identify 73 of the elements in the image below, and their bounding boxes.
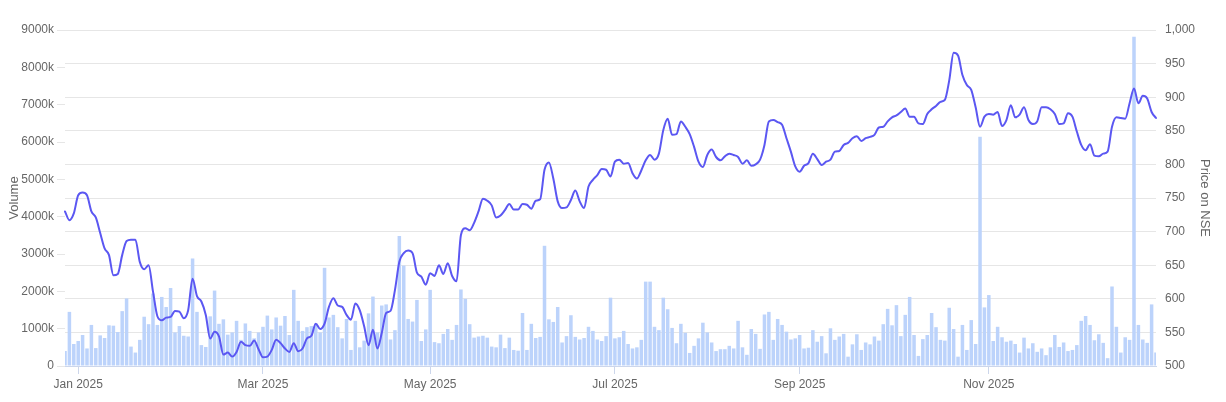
y2-axis-title: Price on NSE [1197, 158, 1213, 238]
y2-tick-label: 500 [1165, 358, 1186, 373]
bar [428, 289, 432, 366]
bar [1022, 337, 1026, 366]
x-tick-label: May 2025 [403, 376, 457, 391]
y2-tick-label: 950 [1165, 55, 1186, 70]
bar [1039, 348, 1044, 366]
y-tick-label: 9000k [21, 22, 55, 37]
y-tick-label: 7000k [21, 96, 55, 111]
bar [978, 136, 982, 366]
y2-tick-label: 800 [1165, 156, 1186, 171]
bar [1031, 343, 1035, 366]
bar [1123, 337, 1127, 366]
bar [701, 322, 705, 366]
bar [648, 281, 652, 366]
bar [1110, 286, 1114, 366]
bar [736, 320, 740, 366]
y-tick-label: 5000k [21, 171, 55, 186]
bar [459, 289, 463, 366]
bar [591, 330, 595, 366]
bar [811, 330, 815, 366]
y2-tick-label: 650 [1165, 257, 1186, 272]
bar [98, 335, 102, 366]
y-tick-label: 4000k [21, 208, 55, 223]
bar [1009, 340, 1013, 366]
x-tick-label: Nov 2025 [963, 376, 1015, 391]
bar [1132, 36, 1136, 366]
x-tick-label: Mar 2025 [237, 376, 289, 391]
y2-tick-label: 750 [1165, 190, 1186, 205]
bar [415, 299, 419, 366]
x-tick-label: Jul 2025 [592, 376, 638, 391]
y2-tick-label: 900 [1165, 89, 1186, 104]
bar [630, 348, 635, 366]
x-tick-label: Sep 2025 [773, 376, 826, 391]
bar [679, 323, 683, 366]
bar [1079, 320, 1083, 366]
bar [384, 304, 388, 366]
bar [142, 316, 146, 366]
bar [855, 334, 859, 366]
bar [947, 307, 951, 366]
y-tick-label: 8000k [21, 59, 55, 74]
bar [481, 335, 485, 366]
bar [987, 295, 991, 366]
bar [283, 315, 287, 366]
bar [274, 317, 278, 366]
bar [151, 293, 155, 366]
y-axis-title: Volume [6, 176, 22, 220]
y2-tick-label: 850 [1165, 123, 1186, 138]
bar [767, 311, 771, 366]
y-tick-label: 2000k [21, 283, 55, 298]
bar [305, 327, 309, 366]
y-tick-label: 0 [47, 358, 55, 373]
bar [1013, 343, 1017, 366]
x-tick-label: Jan 2025 [53, 376, 104, 391]
y-tick-label: 6000k [21, 134, 55, 149]
bar [569, 315, 573, 366]
y2-tick-label: 1,000 [1165, 22, 1196, 37]
y-tick-label: 1000k [21, 320, 55, 335]
y2-tick-label: 700 [1165, 223, 1186, 238]
bar [292, 289, 296, 366]
bar [107, 325, 111, 366]
line-series [64, 51, 1157, 359]
bar [921, 339, 925, 366]
bar [723, 349, 727, 366]
bar [837, 336, 842, 366]
y2-tick-label: 600 [1165, 291, 1186, 306]
bar [160, 296, 164, 366]
bar [1097, 334, 1101, 366]
bar [313, 323, 318, 366]
y2-tick-label: 550 [1165, 324, 1186, 339]
y-tick-label: 3000k [21, 246, 55, 261]
bar [1053, 335, 1057, 366]
bar [969, 320, 973, 366]
